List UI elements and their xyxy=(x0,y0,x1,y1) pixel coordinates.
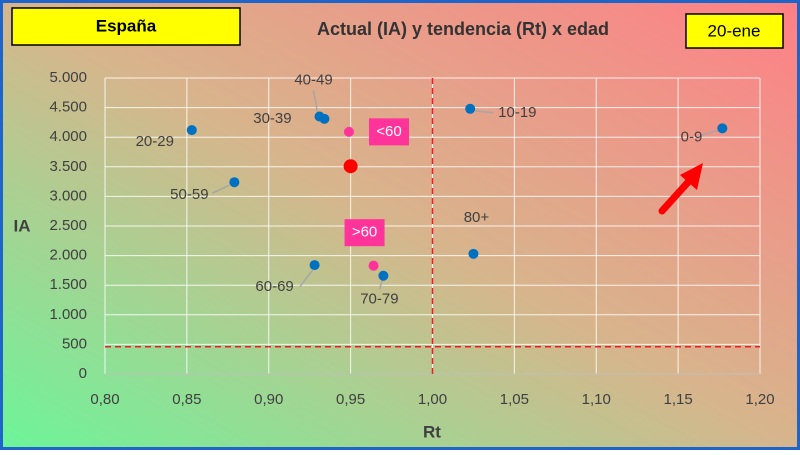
leader-line xyxy=(299,269,314,288)
arrow-shaft xyxy=(658,176,694,215)
point xyxy=(465,103,476,114)
point-label: 10-19 xyxy=(498,104,536,121)
x-tick-label: 1,00 xyxy=(418,391,447,408)
point-label: 80+ xyxy=(464,209,490,226)
x-tick-label: 0,90 xyxy=(254,391,283,408)
y-tick-label: 3.500 xyxy=(49,158,87,175)
grid xyxy=(104,77,761,375)
point xyxy=(309,260,320,271)
point-label: 20-29 xyxy=(136,133,174,150)
x-tick-label: 0,80 xyxy=(90,391,119,408)
point-label: 30-39 xyxy=(253,110,291,127)
region-box xyxy=(11,7,241,46)
point xyxy=(368,260,379,271)
point-label: 0-9 xyxy=(681,128,703,145)
y-tick-label: 2.500 xyxy=(49,217,87,234)
y-tick-label: 4.000 xyxy=(49,128,87,145)
leader-line xyxy=(212,184,230,194)
arrow-head xyxy=(680,163,703,190)
point xyxy=(717,123,728,134)
point xyxy=(378,270,389,281)
marks: 0-9 10-19 20-29 30-39 40-49 50-59 60-69 70-79 80… xyxy=(136,71,728,308)
y-tick-label: 5.000 xyxy=(49,69,87,86)
y-tick-label: 2.000 xyxy=(49,247,87,264)
point xyxy=(314,111,325,122)
point-label: 60-69 xyxy=(255,278,293,295)
point-label: <60 xyxy=(376,123,401,140)
point xyxy=(186,125,197,136)
point-label: 40-49 xyxy=(294,71,332,88)
point xyxy=(343,159,358,174)
y-axis-label: IA xyxy=(14,216,31,235)
x-axis-label: Rt xyxy=(423,422,441,441)
x-tick-label: 1,05 xyxy=(500,391,529,408)
date-label: 20-ene xyxy=(708,21,761,40)
chart-title: Actual (IA) y tendencia (Rt) x edad xyxy=(317,19,609,39)
x-tick-label: 0,95 xyxy=(336,391,365,408)
point-label-box xyxy=(368,118,409,146)
point-label: 50-59 xyxy=(170,186,208,203)
point-label: 70-79 xyxy=(360,291,398,308)
region-label: España xyxy=(96,16,157,35)
leader-line xyxy=(475,110,494,114)
leader-line xyxy=(378,279,384,290)
leader-line xyxy=(700,129,719,137)
x-tick-label: 0,85 xyxy=(172,391,201,408)
point-label-box xyxy=(344,219,385,247)
y-tick-label: 0 xyxy=(79,365,87,382)
x-tick-label: 1,10 xyxy=(582,391,611,408)
y-tick-label: 3.000 xyxy=(49,187,87,204)
point xyxy=(343,126,354,137)
y-tick-label: 500 xyxy=(62,335,87,352)
y-tick-label: 1.500 xyxy=(49,276,87,293)
y-tick-label: 1.000 xyxy=(49,306,87,323)
y-tick-label: 4.500 xyxy=(49,99,87,116)
x-tick-label: 1,15 xyxy=(664,391,693,408)
point xyxy=(468,248,479,259)
point-label: >60 xyxy=(352,224,377,241)
arrow xyxy=(658,163,703,215)
date-box xyxy=(685,13,784,49)
x-tick-label: 1,20 xyxy=(745,391,774,408)
point xyxy=(229,177,240,188)
leader-line xyxy=(312,90,319,113)
